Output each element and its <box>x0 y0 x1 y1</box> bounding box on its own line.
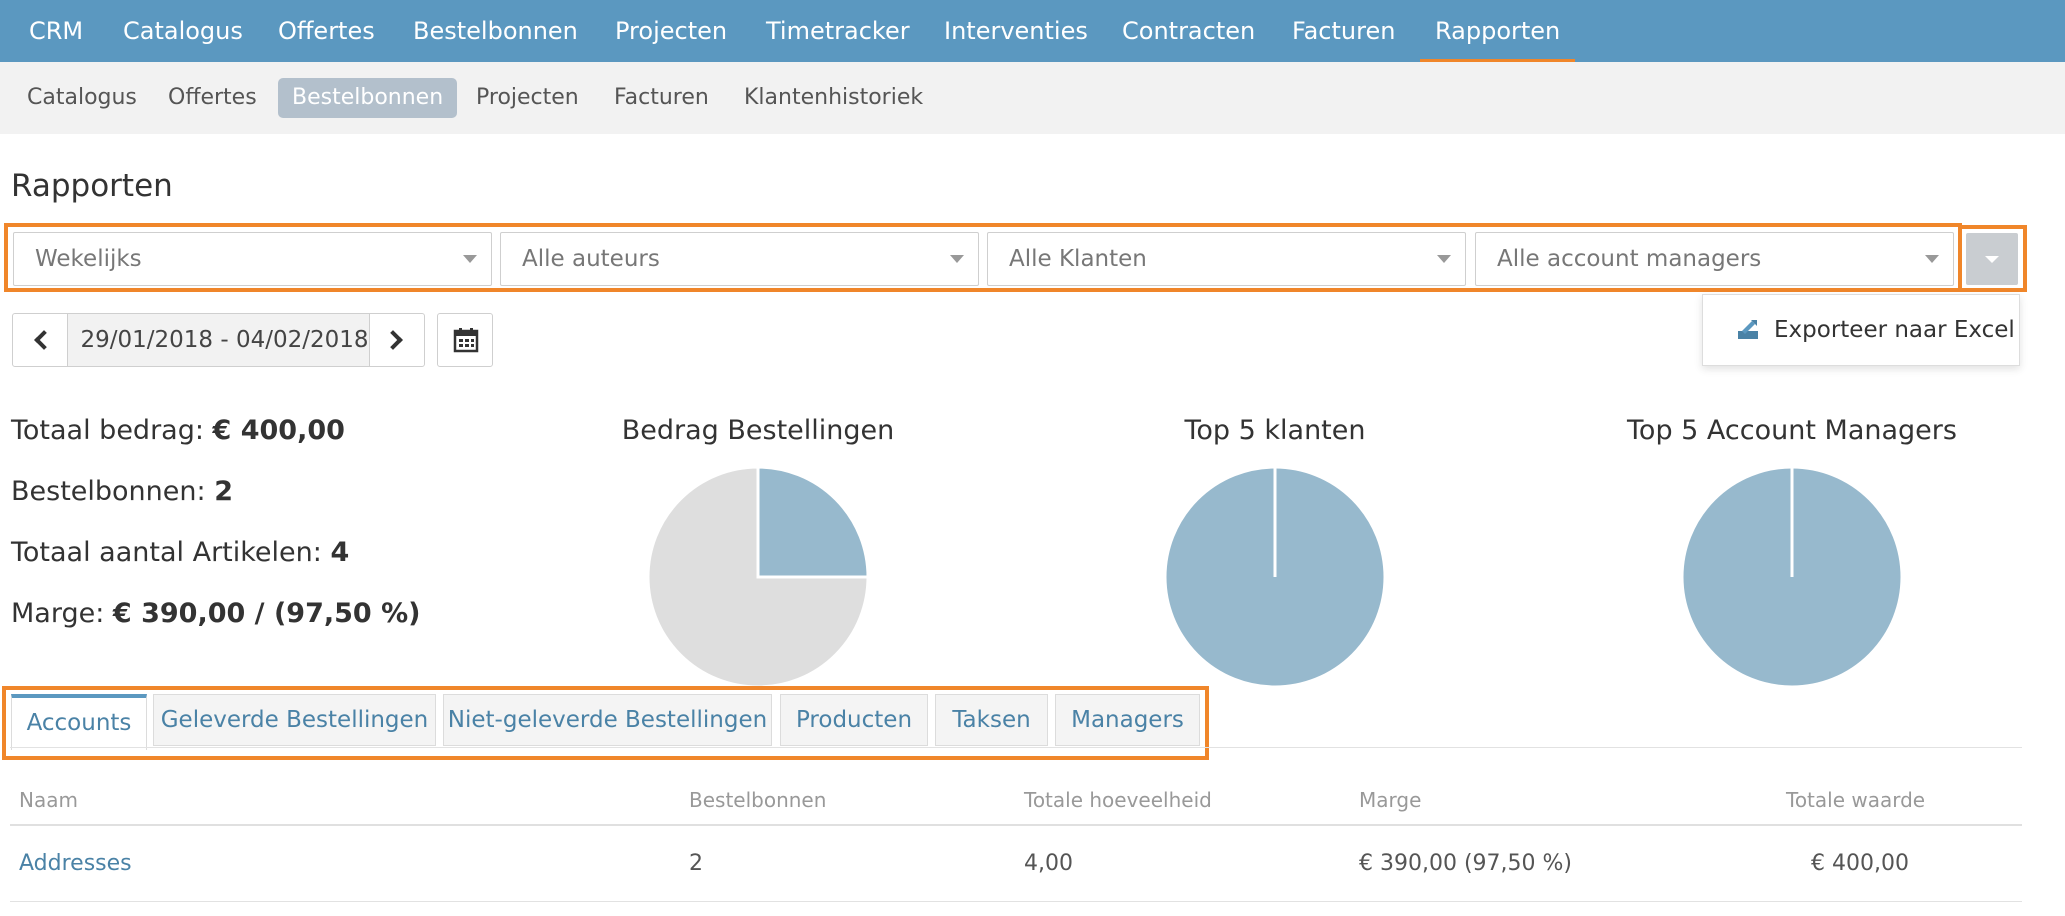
table-cell-totale-waarde: € 400,00 <box>1811 851 1909 876</box>
subnav-item-offertes[interactable]: Offertes <box>168 85 257 110</box>
table-cell-totale-hoeveelheid: 4,00 <box>1024 851 1073 876</box>
pie-chart-top-5-account-managers <box>1680 465 1904 689</box>
clients-select-value: Alle Klanten <box>1009 246 1147 272</box>
tab-managers[interactable]: Managers <box>1055 694 1200 746</box>
account-managers-select[interactable]: Alle account managers <box>1475 232 1954 286</box>
column-header-naam[interactable]: Naam <box>19 788 78 812</box>
stat-total-amount: Totaal bedrag: € 400,00 <box>11 415 345 446</box>
sub-navigation: Catalogus Offertes Bestelbonnen Projecte… <box>0 62 2065 134</box>
period-select-value: Wekelijks <box>35 246 142 272</box>
table-cell-account-name-link[interactable]: Addresses <box>19 851 132 876</box>
table-header-divider <box>10 824 2022 826</box>
table-cell-marge: € 390,00 (97,50 %) <box>1359 851 1573 876</box>
stat-articles-label: Totaal aantal Artikelen: <box>11 537 331 568</box>
stat-articles-value: 4 <box>330 537 350 568</box>
authors-select-value: Alle auteurs <box>522 246 660 272</box>
nav-item-interventies[interactable]: Interventies <box>944 17 1088 45</box>
nav-item-bestelbonnen[interactable]: Bestelbonnen <box>413 17 578 45</box>
excel-export-icon <box>1736 317 1760 341</box>
page-title: Rapporten <box>11 168 173 204</box>
chevron-right-icon <box>383 330 403 350</box>
nav-item-crm[interactable]: CRM <box>29 17 84 45</box>
actions-dropdown-button[interactable] <box>1966 233 2018 285</box>
chevron-left-icon <box>34 330 54 350</box>
subnav-item-klantenhistoriek[interactable]: Klantenhistoriek <box>744 85 924 110</box>
stat-articles: Totaal aantal Artikelen: 4 <box>11 537 349 568</box>
actions-highlight <box>1958 225 2027 292</box>
nav-item-facturen[interactable]: Facturen <box>1292 17 1396 45</box>
calendar-icon <box>453 328 479 353</box>
tab-producten[interactable]: Producten <box>780 694 928 746</box>
stat-orders: Bestelbonnen: 2 <box>11 476 233 507</box>
period-select[interactable]: Wekelijks <box>13 232 492 286</box>
account-managers-select-value: Alle account managers <box>1497 246 1762 272</box>
nav-item-offertes[interactable]: Offertes <box>278 17 375 45</box>
stat-orders-label: Bestelbonnen: <box>11 476 215 507</box>
caret-down-icon <box>1985 256 1999 263</box>
pie-chart-bedrag-bestellingen <box>646 465 870 689</box>
table-cell-bestelbonnen: 2 <box>689 851 703 876</box>
export-excel-menu-item[interactable]: Exporteer naar Excel <box>1774 317 2015 343</box>
next-period-button[interactable] <box>369 313 425 367</box>
caret-down-icon <box>950 255 964 263</box>
subnav-item-facturen[interactable]: Facturen <box>614 85 709 110</box>
caret-down-icon <box>1437 255 1451 263</box>
tab-taksen[interactable]: Taksen <box>935 694 1048 746</box>
date-range-value: 29/01/2018 - 04/02/2018 <box>67 313 382 367</box>
column-header-totale-waarde[interactable]: Totale waarde <box>1786 788 1926 812</box>
nav-item-rapporten[interactable]: Rapporten <box>1420 0 1576 62</box>
stat-total-amount-value: € 400,00 <box>212 415 345 446</box>
chart-title-top-5-klanten: Top 5 klanten <box>1184 415 1366 446</box>
stat-margin-value: € 390,00 / (97,50 %) <box>112 598 421 629</box>
stat-margin: Marge: € 390,00 / (97,50 %) <box>11 598 420 629</box>
nav-item-timetracker[interactable]: Timetracker <box>766 17 910 45</box>
subnav-item-bestelbonnen[interactable]: Bestelbonnen <box>278 78 458 118</box>
tabs-highlight <box>2 686 1209 760</box>
authors-select[interactable]: Alle auteurs <box>500 232 979 286</box>
caret-down-icon <box>463 255 477 263</box>
pie-chart-top-5-klanten <box>1163 465 1387 689</box>
top-navigation: CRM Catalogus Offertes Bestelbonnen Proj… <box>0 0 2065 62</box>
nav-item-projecten[interactable]: Projecten <box>615 17 728 45</box>
previous-period-button[interactable] <box>12 313 68 367</box>
column-header-totale-hoeveelheid[interactable]: Totale hoeveelheid <box>1024 788 1212 812</box>
nav-item-catalogus[interactable]: Catalogus <box>123 17 243 45</box>
tab-accounts[interactable]: Accounts <box>11 694 147 750</box>
tab-geleverde-bestellingen[interactable]: Geleverde Bestellingen <box>153 694 436 746</box>
column-header-bestelbonnen[interactable]: Bestelbonnen <box>689 788 827 812</box>
caret-down-icon <box>1925 255 1939 263</box>
stat-total-amount-label: Totaal bedrag: <box>11 415 213 446</box>
subnav-item-projecten[interactable]: Projecten <box>476 85 579 110</box>
chart-title-bedrag-bestellingen: Bedrag Bestellingen <box>621 415 895 446</box>
chart-title-top-5-account-managers: Top 5 Account Managers <box>1627 415 1957 446</box>
tab-niet-geleverde-bestellingen[interactable]: Niet-geleverde Bestellingen <box>443 694 772 746</box>
nav-item-contracten[interactable]: Contracten <box>1122 17 1256 45</box>
pie-slice[interactable] <box>756 465 870 579</box>
calendar-button[interactable] <box>437 313 493 367</box>
stat-orders-value: 2 <box>214 476 233 507</box>
stat-margin-label: Marge: <box>11 598 113 629</box>
column-header-marge[interactable]: Marge <box>1359 788 1422 812</box>
actions-dropdown-menu: Exporteer naar Excel <box>1702 294 2020 366</box>
table-row-divider <box>10 901 2022 902</box>
tabs-divider <box>10 747 2022 748</box>
clients-select[interactable]: Alle Klanten <box>987 232 1466 286</box>
subnav-item-catalogus[interactable]: Catalogus <box>27 85 137 110</box>
